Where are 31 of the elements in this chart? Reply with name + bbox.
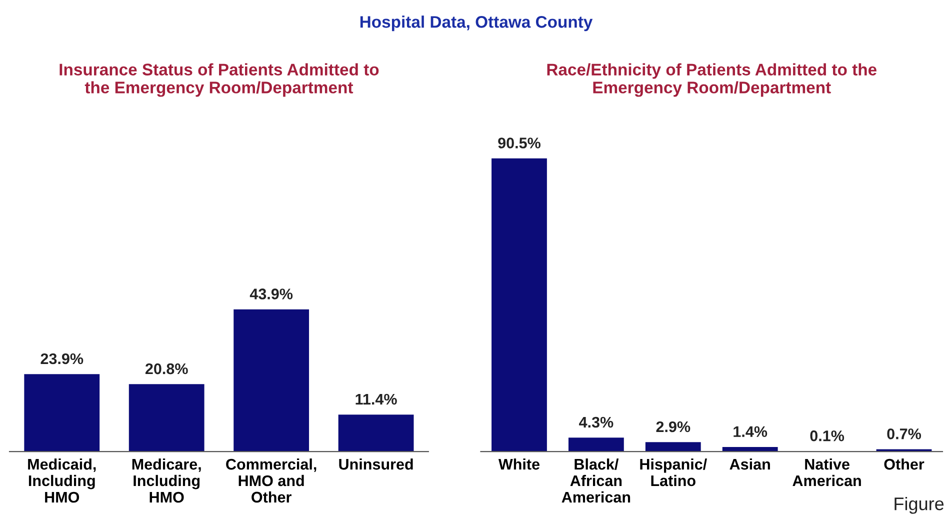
x-tick-label: Hispanic/ Latino [640,458,707,486]
x-tick-label: Medicaid, Including HMO [28,458,96,503]
bar [645,442,701,452]
data-label: 23.9% [40,353,84,364]
x-tick-label: Native American [792,458,861,486]
data-label: 0.7% [887,428,922,440]
bar [128,384,204,452]
data-label: 11.4% [356,394,397,405]
bar [568,438,624,452]
bar [338,414,414,452]
data-label: 90.5% [498,138,540,148]
x-tick-label: White [498,458,540,470]
data-label: 1.4% [734,426,768,437]
bar [234,309,310,452]
x-tick-label: Medicare, Including HMO [132,458,201,503]
x-tick-label: Uninsured [339,458,413,470]
text: Figure [894,496,944,514]
data-label: 4.3% [579,416,614,428]
text: Hospital Data, Ottawa County [360,16,593,32]
chart-title: Race/Ethnicity of Patients Admitted to the Emergency Room/Department [547,63,877,97]
data-label: 2.9% [656,421,690,432]
bar [24,374,100,452]
data-label: 20.8% [145,363,188,374]
x-tick-label: Commercial, HMO and Other [226,458,316,503]
bar [492,158,547,452]
data-label: 43.9% [250,288,293,300]
x-tick-label: Black/ African American [562,458,630,503]
x-tick-label: Asian [730,458,770,470]
chart-title: Insurance Status of Patients Admitted to the Emergency Room/Department [60,63,379,97]
data-label: 0.1% [810,430,844,442]
x-tick-label: Other [884,458,924,470]
